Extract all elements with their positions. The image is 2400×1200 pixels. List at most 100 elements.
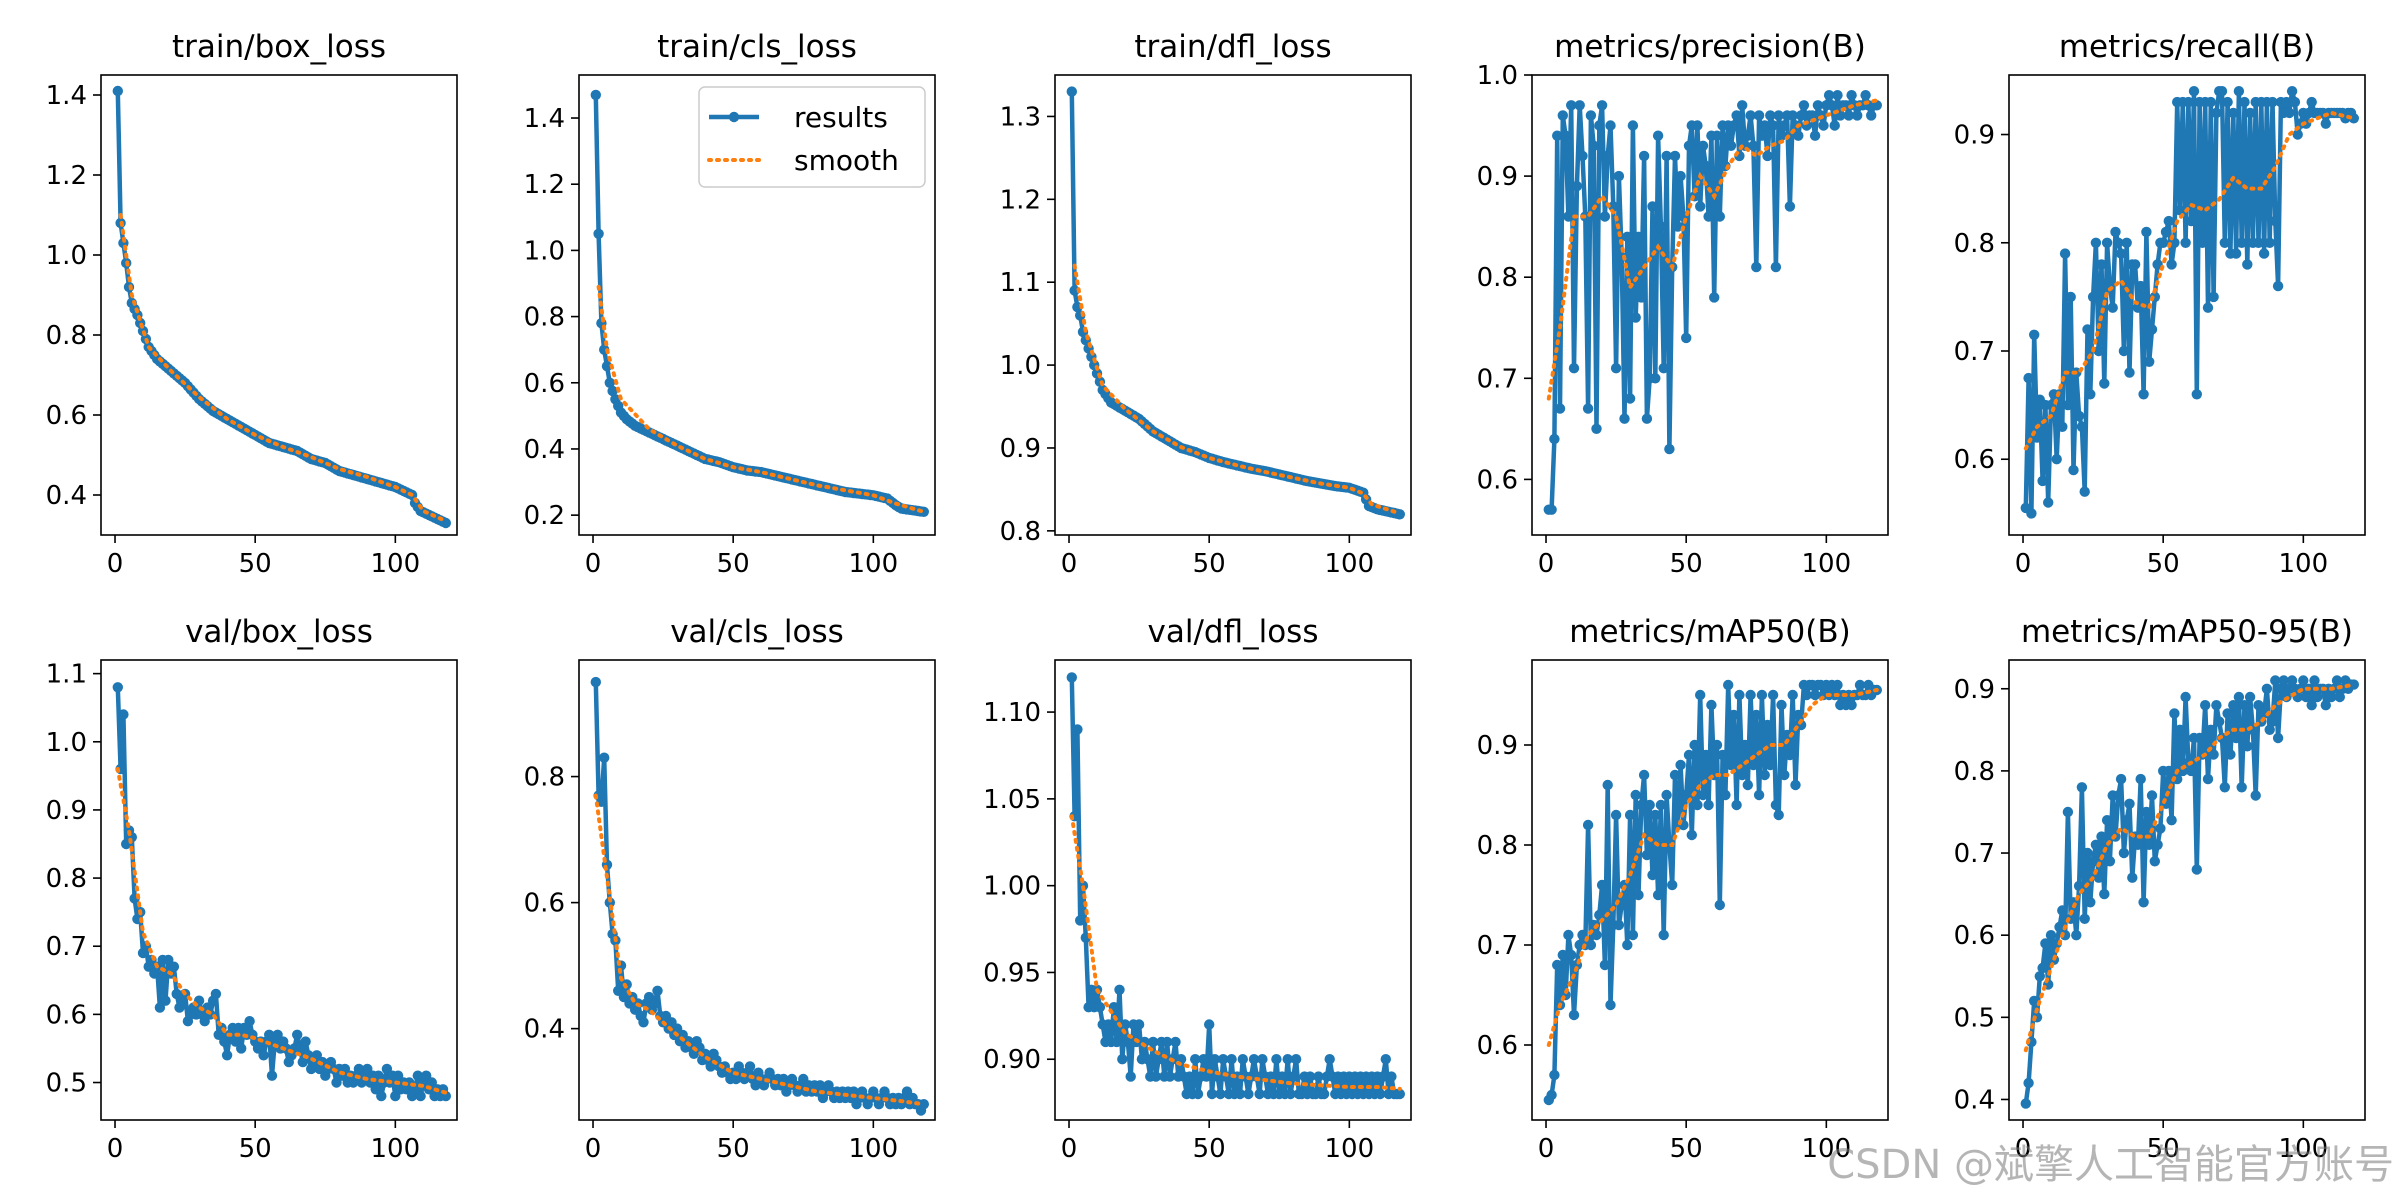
data-point xyxy=(154,1002,166,1013)
data-point xyxy=(2233,86,2245,97)
x-tick-label: 100 xyxy=(2279,549,2329,579)
data-point xyxy=(2152,259,2163,270)
x-tick-label: 0 xyxy=(107,549,124,579)
data-point xyxy=(2272,280,2284,292)
data-point xyxy=(1577,150,1588,162)
watermark-text: CSDN @斌擎人工智能官方账号 xyxy=(1827,1142,2394,1188)
data-point xyxy=(2278,675,2289,686)
data-point xyxy=(2085,897,2096,908)
data-point xyxy=(2118,847,2130,859)
data-point xyxy=(1655,221,1667,232)
data-point xyxy=(1689,739,1700,751)
y-tick-label: 0.7 xyxy=(1954,839,1995,869)
data-point xyxy=(1658,929,1669,941)
data-point xyxy=(2188,86,2200,97)
data-point xyxy=(1731,110,1742,121)
series-line-results xyxy=(1069,677,1400,1097)
data-point xyxy=(2239,96,2250,108)
data-point xyxy=(1568,363,1580,374)
data-point xyxy=(1644,799,1655,811)
data-point xyxy=(1627,120,1639,131)
plot-data xyxy=(2020,675,2359,1109)
data-point xyxy=(300,1036,311,1047)
data-point xyxy=(1190,1054,1201,1065)
data-point xyxy=(2115,248,2127,259)
data-point xyxy=(1204,1019,1215,1030)
data-point xyxy=(2306,96,2317,108)
x-tick-label: 50 xyxy=(717,1134,750,1164)
data-point xyxy=(1554,403,1566,414)
series-line-smooth xyxy=(115,767,448,1095)
data-point xyxy=(1723,679,1734,691)
chart-title: metrics/recall(B) xyxy=(2059,29,2315,65)
legend-marker-results xyxy=(728,111,740,123)
data-point xyxy=(2082,324,2093,335)
axes-frame xyxy=(578,74,936,536)
data-point xyxy=(1703,799,1714,811)
data-point xyxy=(1638,150,1650,162)
data-point xyxy=(1765,759,1776,771)
data-point xyxy=(1742,779,1754,791)
data-point xyxy=(2306,700,2317,711)
data-point xyxy=(1739,739,1751,751)
data-point xyxy=(1394,1088,1406,1100)
y-tick-label: 0.8 xyxy=(524,303,565,333)
data-point xyxy=(1714,211,1726,222)
x-tick-label: 100 xyxy=(2279,1134,2329,1164)
data-point xyxy=(2076,782,2088,793)
data-point xyxy=(2191,389,2202,400)
data-point xyxy=(1394,509,1406,520)
chart-panel: metrics/precision(B) 0 50 100 0.6 0.7 0.8 0.9 1.… xyxy=(1477,29,1889,579)
y-tick-label: 0.9 xyxy=(1477,162,1518,192)
data-point xyxy=(1818,120,1829,131)
data-point xyxy=(1667,879,1678,891)
data-point xyxy=(1147,1036,1159,1048)
data-point xyxy=(1846,90,1857,101)
x-tick-label: 100 xyxy=(1802,549,1852,579)
data-point xyxy=(2115,773,2127,785)
plot-data xyxy=(1066,672,1406,1100)
data-point xyxy=(1290,1054,1302,1065)
series-line-smooth xyxy=(1546,98,1879,401)
data-point xyxy=(1560,130,1571,141)
data-point xyxy=(1377,1071,1389,1082)
data-point xyxy=(2113,790,2124,801)
series-line-results xyxy=(1069,91,1401,517)
data-point xyxy=(2194,732,2205,744)
data-point xyxy=(1759,120,1770,131)
data-point xyxy=(160,995,171,1006)
data-point xyxy=(2096,831,2107,842)
data-point xyxy=(1075,915,1086,926)
data-point xyxy=(1695,689,1706,701)
data-point xyxy=(1697,140,1709,151)
data-point xyxy=(2264,237,2275,248)
data-point xyxy=(2160,226,2172,238)
chart-title: val/cls_loss xyxy=(670,614,844,650)
data-point xyxy=(2079,486,2090,497)
data-point xyxy=(112,85,124,97)
data-point xyxy=(1613,919,1625,931)
data-point xyxy=(590,89,601,101)
data-point xyxy=(1846,699,1857,711)
data-point xyxy=(1594,909,1605,921)
y-tick-label: 0.8 xyxy=(524,763,565,793)
x-tick-label: 0 xyxy=(1538,1134,1555,1164)
data-point xyxy=(1767,689,1779,701)
data-point xyxy=(2253,237,2264,248)
data-point xyxy=(1669,769,1681,781)
data-point xyxy=(2180,237,2191,248)
data-point xyxy=(1798,100,1810,111)
y-tick-label: 0.6 xyxy=(1477,465,1518,495)
plot-data xyxy=(1543,679,1883,1106)
data-point xyxy=(1318,1088,1330,1100)
data-point xyxy=(1591,929,1602,941)
data-point xyxy=(2228,700,2239,711)
y-tick-label: 0.6 xyxy=(1954,445,1995,475)
y-tick-label: 1.2 xyxy=(524,170,565,200)
data-point xyxy=(1324,1054,1335,1065)
series-line-smooth xyxy=(118,213,448,523)
data-point xyxy=(1725,140,1737,151)
plot-data xyxy=(1543,90,1883,515)
y-tick-label: 1.0 xyxy=(524,236,565,266)
